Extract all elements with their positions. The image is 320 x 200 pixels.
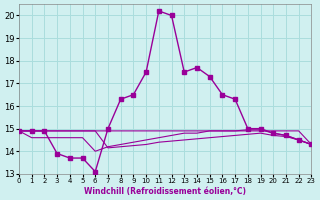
X-axis label: Windchill (Refroidissement éolien,°C): Windchill (Refroidissement éolien,°C)	[84, 187, 246, 196]
